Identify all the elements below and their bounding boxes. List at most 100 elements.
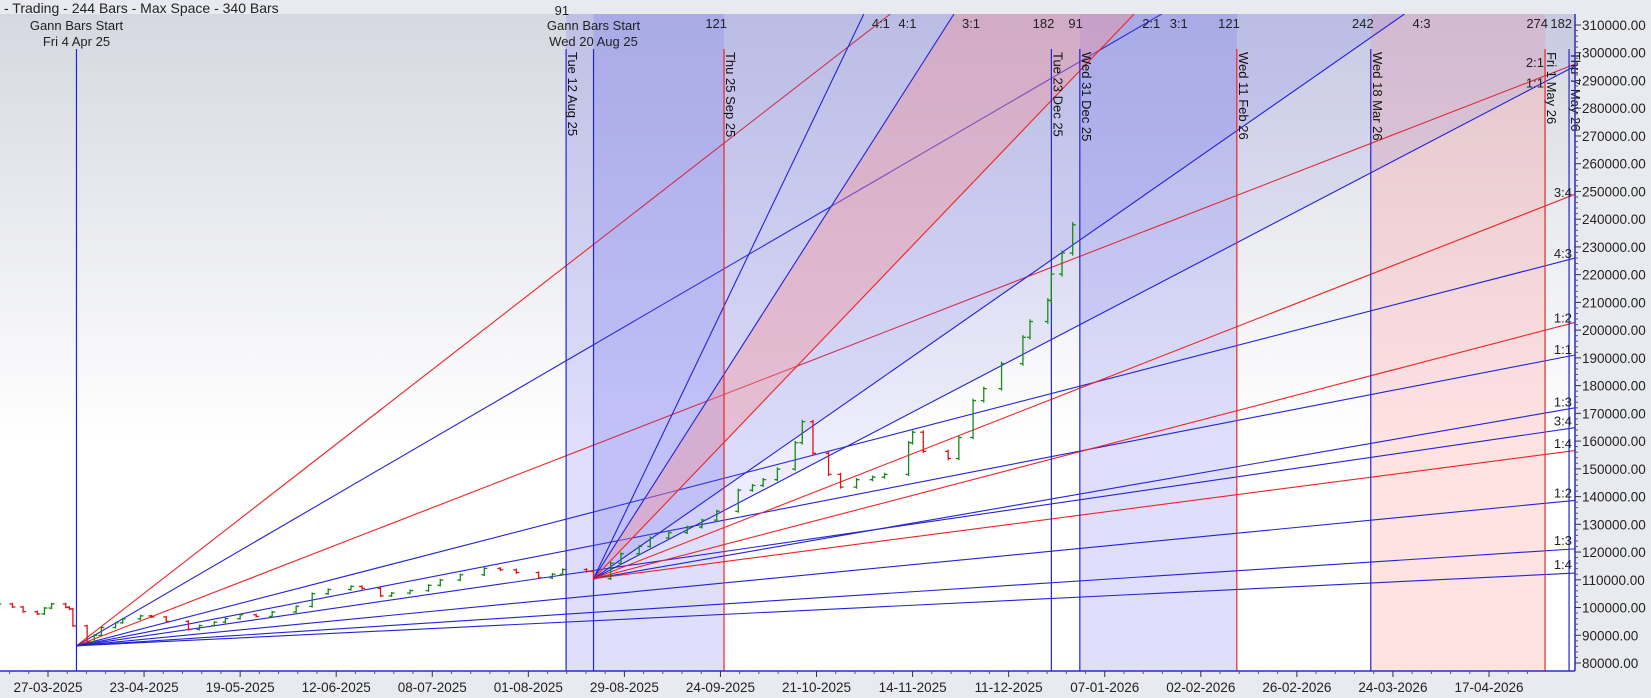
fan-ratio-label: 1:3 xyxy=(1554,533,1572,548)
gann-fans xyxy=(76,14,1575,647)
vertical-line-date-label: Fri 1 May 26 xyxy=(1544,52,1559,124)
x-tick-label: 08-07-2025 xyxy=(398,680,467,695)
ohlc-bar xyxy=(684,525,691,535)
ohlc-bar xyxy=(457,573,464,582)
ohlc-bar xyxy=(425,584,432,592)
gann-fan-line-3x1 xyxy=(76,14,1162,647)
ohlc-bar xyxy=(0,603,2,605)
ohlc-bar xyxy=(980,386,987,403)
bar-count-label: 274 xyxy=(1526,16,1548,31)
ohlc-bar xyxy=(211,621,218,627)
vertical-line-date-label: Tue 12 Aug 25 xyxy=(565,52,580,136)
ohlc-bar xyxy=(20,605,27,613)
ohlc-bar xyxy=(293,605,300,614)
x-tick-label: 27-03-2025 xyxy=(13,680,82,695)
y-tick-label: 310000.00 xyxy=(1582,18,1646,33)
ohlc-bar xyxy=(647,536,654,548)
gann-fan-line-1x3 xyxy=(76,548,1575,647)
ohlc-bar xyxy=(148,614,155,619)
x-tick-label: 17-04-2026 xyxy=(1454,680,1523,695)
y-tick-label: 200000.00 xyxy=(1582,323,1646,338)
gann-start-date: Wed 20 Aug 25 xyxy=(549,34,638,49)
x-tick-label: 01-08-2025 xyxy=(494,680,563,695)
fan-ratio-label: 1:4 xyxy=(1554,557,1572,572)
time-zone-band xyxy=(1079,14,1237,671)
time-zone-band xyxy=(566,14,725,671)
fan-ratio-label: 4:1 xyxy=(898,16,916,31)
x-tick-label: 26-02-2026 xyxy=(1262,680,1331,695)
x-tick-label: 02-02-2026 xyxy=(1166,680,1235,695)
ohlc-bar xyxy=(325,588,332,595)
vertical-line-date-label: Wed 18 Mar 26 xyxy=(1370,52,1385,141)
ohlc-bar xyxy=(377,587,384,598)
y-tick-label: 150000.00 xyxy=(1582,462,1646,477)
fan-shade-area xyxy=(593,14,1575,579)
ohlc-bar xyxy=(1059,250,1066,277)
y-tick-label: 180000.00 xyxy=(1582,379,1646,394)
ohlc-bar xyxy=(1069,222,1076,256)
ohlc-bar xyxy=(760,478,767,488)
gann-start-title: Gann Bars Start xyxy=(30,18,124,33)
gann-fan-line-1x3 xyxy=(593,407,1575,580)
fan-ratio-label: 3:1 xyxy=(962,16,980,31)
x-axis[interactable]: 27-03-2025 23-04-2025 19-05-2025 12-06-2025… xyxy=(0,670,1575,695)
fan-ratio-label: 1:3 xyxy=(1554,394,1572,409)
gann-fan-line-4x1 xyxy=(593,14,865,579)
vertical-line-date-label: Wed 31 Dec 25 xyxy=(1079,52,1094,141)
ohlc-bar xyxy=(48,602,55,610)
gann-fan-line-1x1 xyxy=(593,65,1575,580)
y-tick-label: 140000.00 xyxy=(1582,490,1646,505)
x-tick-label: 07-01-2026 xyxy=(1070,680,1139,695)
fan-ratio-label: 3:1 xyxy=(1170,16,1188,31)
y-tick-label: 240000.00 xyxy=(1582,212,1646,227)
fan-ratio-label: 1:1 xyxy=(1526,76,1544,91)
y-tick-label: 80000.00 xyxy=(1582,656,1638,671)
x-tick-label: 23-04-2025 xyxy=(110,680,179,695)
ohlc-bar xyxy=(837,472,844,489)
x-tick-label: 24-09-2025 xyxy=(686,680,755,695)
x-tick-label: 24-03-2026 xyxy=(1358,680,1427,695)
ohlc-bar xyxy=(237,613,244,620)
gann-start-date: Fri 4 Apr 25 xyxy=(43,34,110,49)
ohlc-bar xyxy=(590,570,597,580)
chart-labels: 4:1 3:1 2:1 4:3 1:1 3:4 1:2 1:3 1:4 Gann Bars Sta… xyxy=(30,3,1583,572)
ohlc-bar xyxy=(359,585,366,590)
ohlc-bar xyxy=(853,478,860,489)
ohlc-bar xyxy=(825,451,832,477)
bar-count-label: 121 xyxy=(1218,16,1240,31)
ohlc-bar xyxy=(713,509,720,522)
y-tick-label: 130000.00 xyxy=(1582,517,1646,532)
y-tick-label: 90000.00 xyxy=(1582,628,1638,643)
bar-count-label: 182 xyxy=(1033,16,1055,31)
ohlc-bar xyxy=(535,571,542,580)
ohlc-bar xyxy=(809,419,816,456)
plot-area[interactable] xyxy=(0,14,1575,671)
vertical-date-lines xyxy=(75,49,1570,671)
x-tick-label: 12-06-2025 xyxy=(302,680,371,695)
ohlc-bar xyxy=(34,610,41,615)
gann-fan-line-3x4 xyxy=(76,427,1575,647)
fan-ratio-label: 1:2 xyxy=(1554,311,1572,326)
bar-count-label: 91 xyxy=(1068,16,1082,31)
x-tick-label: 21-10-2025 xyxy=(782,680,851,695)
gann-start-title: Gann Bars Start xyxy=(547,18,641,33)
gann-fan-line-1x2 xyxy=(76,499,1575,647)
ohlc-bar xyxy=(909,430,916,445)
vertical-line-date-label: Tue 23 Dec 25 xyxy=(1050,52,1065,137)
time-zones xyxy=(566,14,1546,671)
ohlc-bar xyxy=(698,518,705,529)
ohlc-bar xyxy=(617,552,624,565)
gann-fan-line-1x4 xyxy=(593,449,1575,580)
y-tick-label: 270000.00 xyxy=(1582,129,1646,144)
ohlc-bar xyxy=(222,617,229,624)
ohlc-bar xyxy=(9,602,16,609)
fan-ratio-label: 3:4 xyxy=(1554,414,1572,429)
ohlc-bar xyxy=(163,615,170,623)
x-tick-label: 14-11-2025 xyxy=(879,680,947,695)
ohlc-bar xyxy=(112,621,119,629)
bar-count-label: 242 xyxy=(1352,16,1374,31)
y-tick-label: 230000.00 xyxy=(1582,240,1646,255)
ohlc-bar xyxy=(970,398,977,440)
y-axis[interactable]: 80000.00 90000.00 100000.00 110000.00 120000… xyxy=(1574,14,1646,671)
